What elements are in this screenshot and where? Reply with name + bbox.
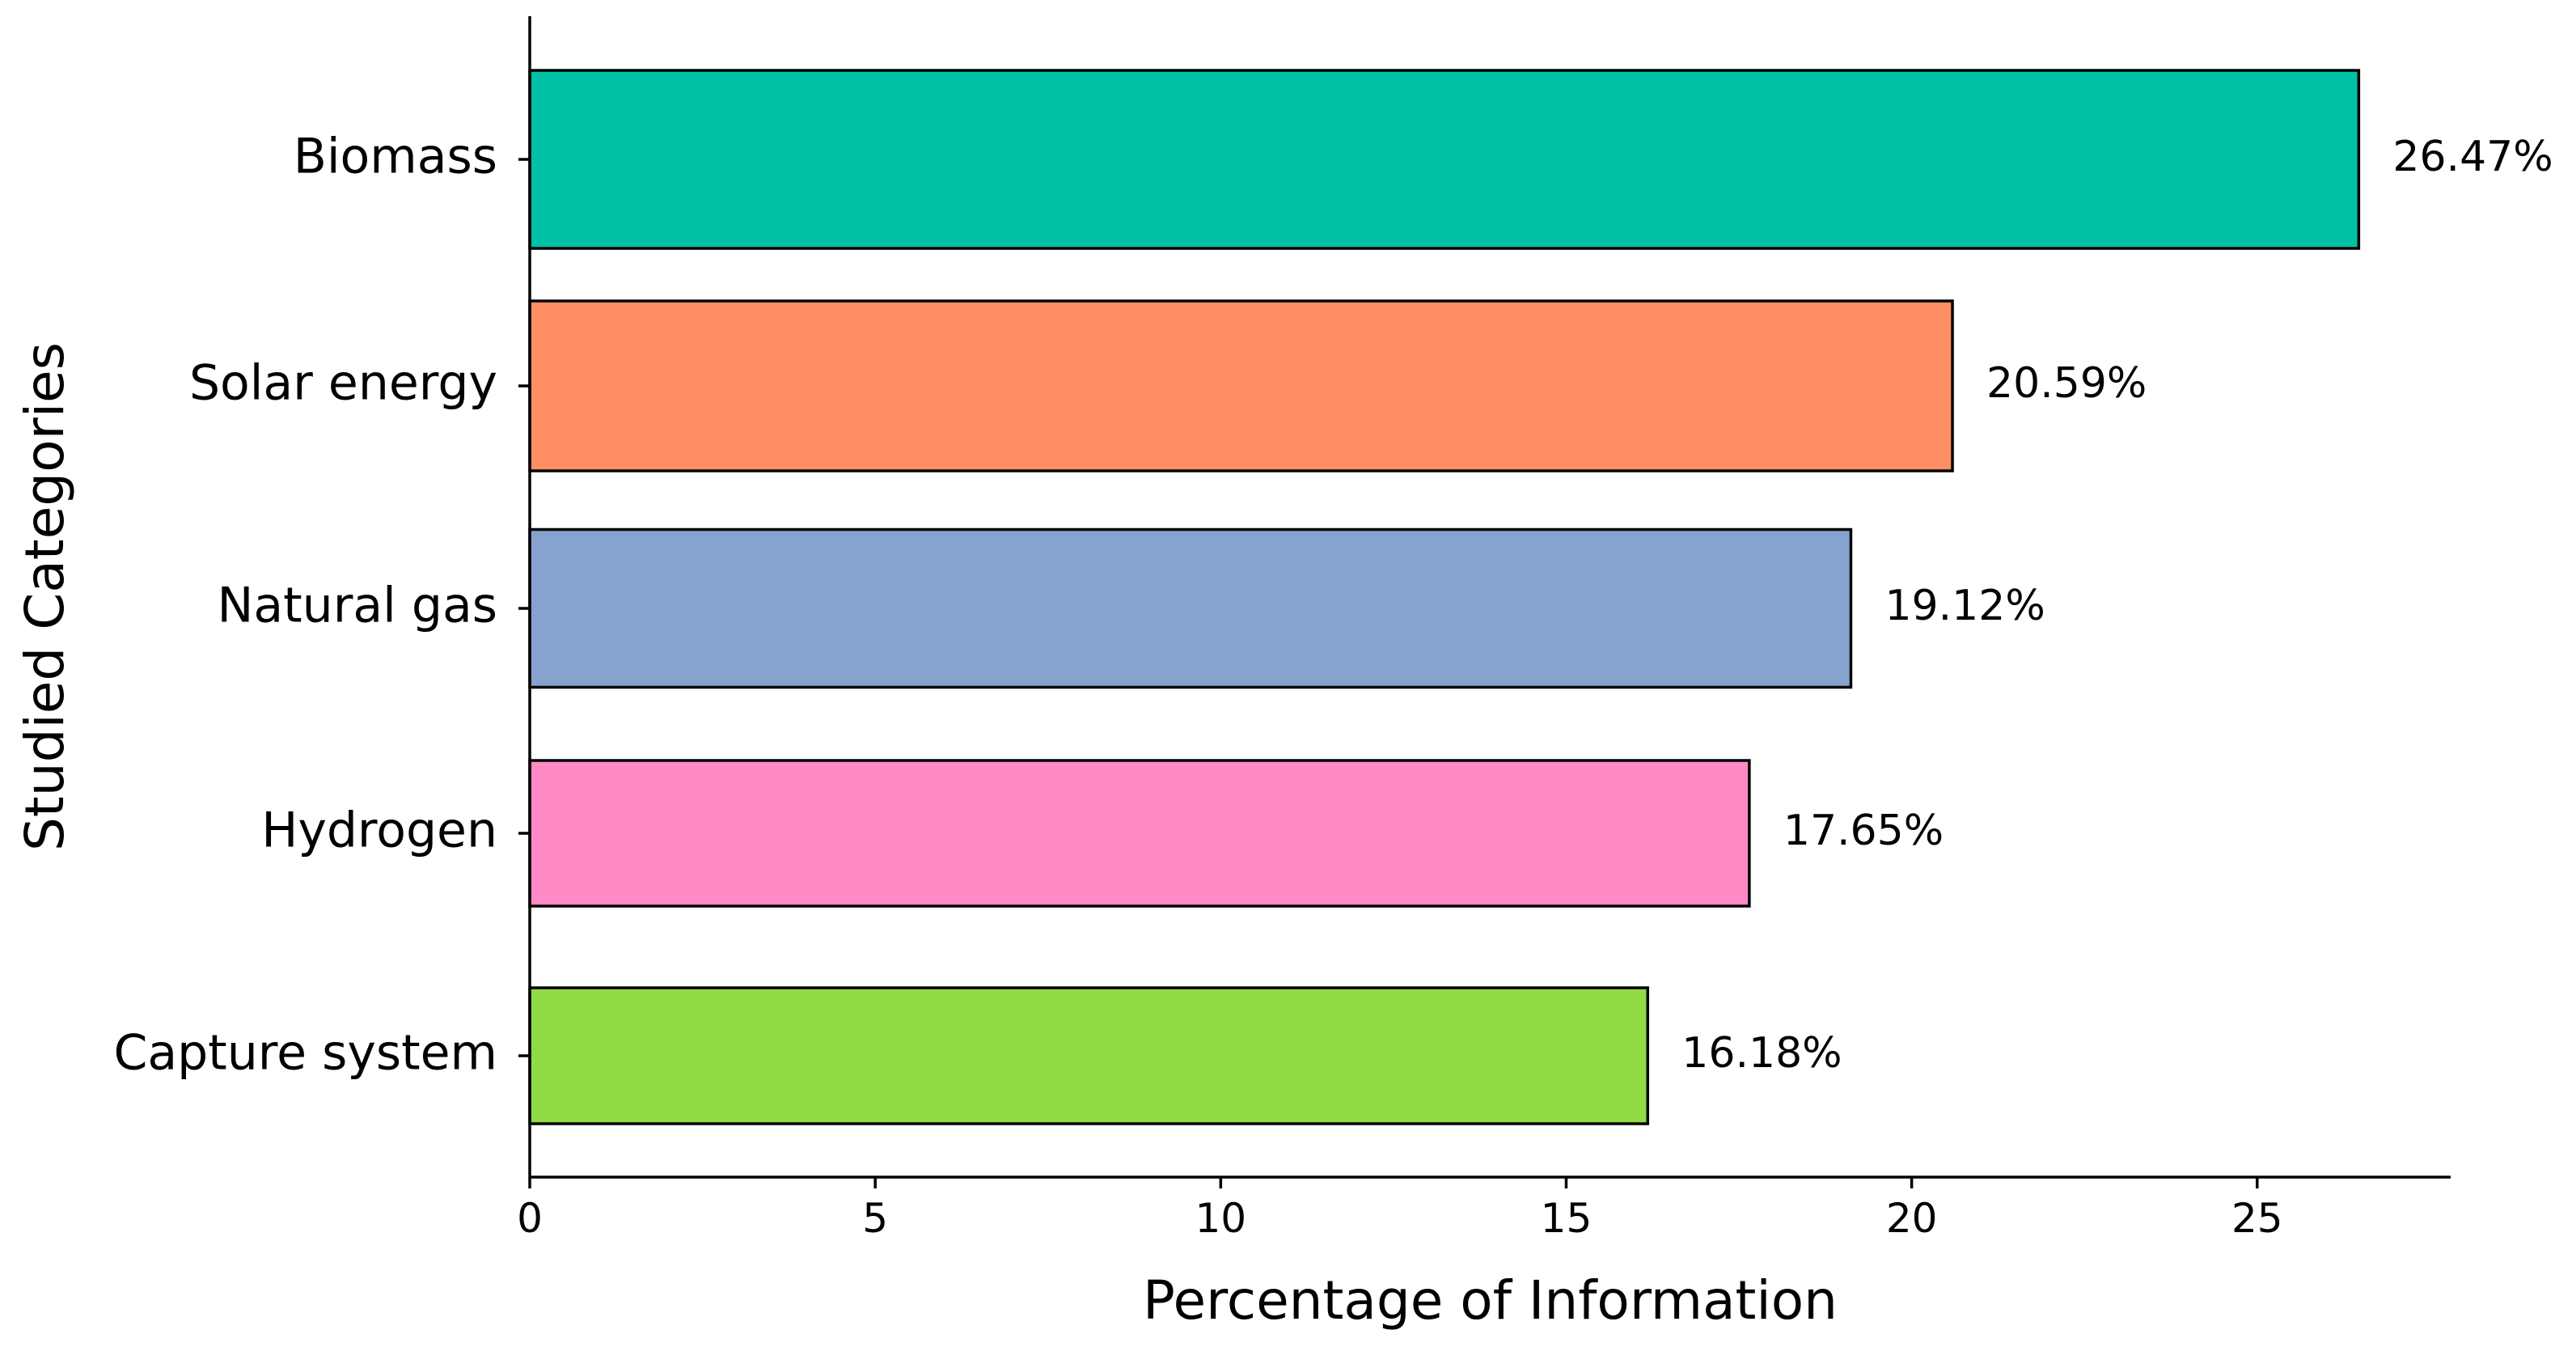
data-label: 19.12% — [1884, 582, 2045, 630]
bar — [528, 527, 1853, 689]
y-ticks-layer: Biomass Solar energy Natural gas Hydrogen Ca… — [113, 129, 530, 1082]
data-labels-layer: 26.47% 20.59% 19.12% 17.65% 16.18% — [1681, 133, 2553, 1078]
data-label: 20.59% — [1986, 359, 2147, 408]
x-tick-label: 25 — [2231, 1195, 2283, 1242]
y-tick-label: Hydrogen — [261, 803, 497, 859]
bars-layer — [528, 69, 2361, 1125]
x-tick-label: 0 — [517, 1195, 543, 1242]
x-tick-label: 5 — [862, 1195, 888, 1242]
x-tick-label: 10 — [1195, 1195, 1247, 1242]
y-tick-label: Natural gas — [218, 578, 498, 634]
data-label: 26.47% — [2392, 133, 2553, 181]
bar — [528, 986, 1650, 1125]
bar — [528, 759, 1751, 908]
x-axis-title: Percentage of Information — [1143, 1269, 1838, 1332]
y-tick-label: Biomass — [294, 129, 497, 185]
x-tick-label: 15 — [1541, 1195, 1593, 1242]
y-axis-title: Studied Categories — [14, 342, 76, 851]
bar — [528, 69, 2361, 250]
data-label: 16.18% — [1681, 1029, 1842, 1078]
data-label: 17.65% — [1783, 807, 1944, 855]
y-tick-label: Solar energy — [189, 355, 497, 412]
x-tick-label: 20 — [1886, 1195, 1938, 1242]
bar — [528, 299, 1954, 472]
y-tick-label: Capture system — [113, 1025, 497, 1082]
axes-layer — [528, 16, 2451, 1179]
x-ticks-layer: 0 5 10 15 20 25 — [517, 1177, 2283, 1242]
